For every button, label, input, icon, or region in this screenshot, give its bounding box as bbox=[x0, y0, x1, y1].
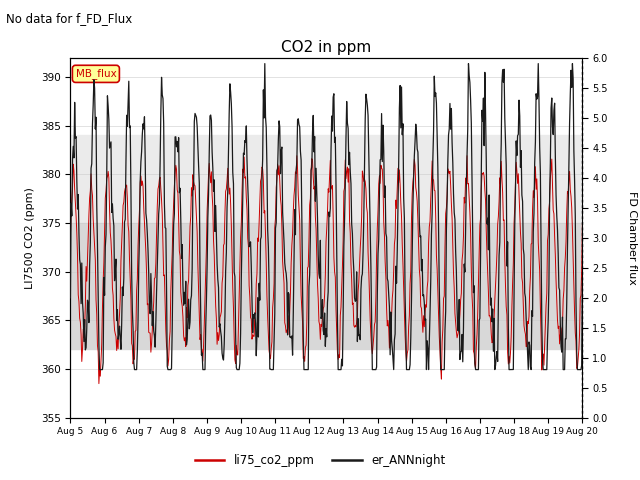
Title: CO2 in ppm: CO2 in ppm bbox=[281, 40, 372, 55]
Text: MB_flux: MB_flux bbox=[76, 68, 116, 79]
Legend: li75_co2_ppm, er_ANNnight: li75_co2_ppm, er_ANNnight bbox=[190, 449, 450, 472]
Y-axis label: FD Chamber flux: FD Chamber flux bbox=[627, 191, 637, 285]
Text: No data for f_FD_Flux: No data for f_FD_Flux bbox=[6, 12, 132, 25]
Y-axis label: LI7500 CO2 (ppm): LI7500 CO2 (ppm) bbox=[25, 187, 35, 288]
Bar bbox=[70, 135, 582, 223]
Bar bbox=[70, 223, 582, 349]
